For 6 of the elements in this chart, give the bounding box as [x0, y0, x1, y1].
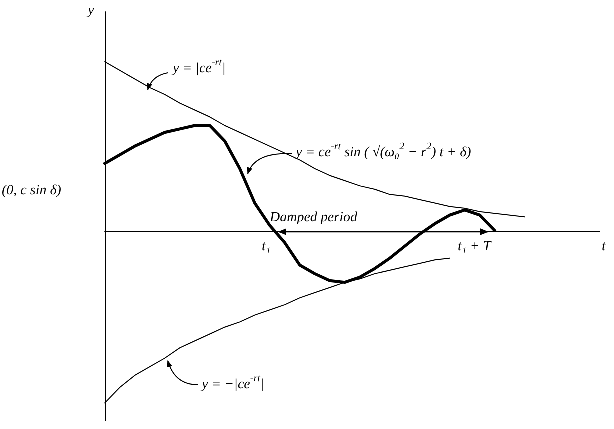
annotation: t₁ + T — [458, 240, 492, 254]
text: (0, c sin δ) — [2, 184, 62, 198]
x-axis-title: t — [602, 240, 607, 254]
annotation: Damped period — [269, 210, 358, 226]
annotation: t₁ — [262, 240, 271, 254]
y-axis-title: y — [86, 4, 95, 18]
